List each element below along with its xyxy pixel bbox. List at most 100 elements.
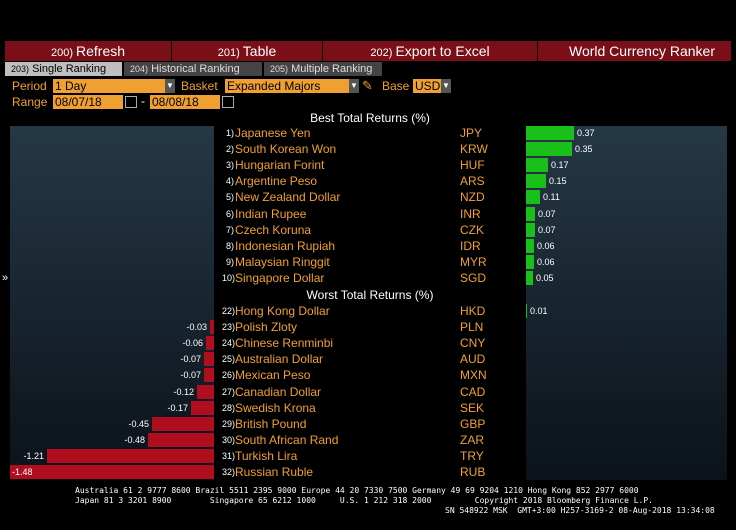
positive-return-bar: [526, 158, 548, 172]
positive-bar-panel: [526, 126, 727, 480]
return-value-label: -0.45: [128, 419, 149, 429]
return-value-label: 0.37: [577, 128, 595, 138]
basket-dropdown-icon[interactable]: ▼: [349, 79, 359, 93]
negative-return-bar: [204, 368, 214, 382]
return-value-label: -1.21: [23, 451, 44, 461]
table-button[interactable]: 201) Table: [172, 41, 322, 61]
rank-label: 9): [225, 257, 234, 267]
negative-return-bar: [191, 401, 214, 415]
rank-label: 23): [222, 322, 236, 332]
footer-session-info: SN 548922 MSK GMT+3:00 H257-3169-2 08-Au…: [445, 506, 715, 515]
tab-single-ranking[interactable]: 203) Single Ranking: [5, 62, 122, 76]
currency-row[interactable]: 8) Indonesian Rupiah IDR: [222, 238, 492, 254]
currency-name: South African Rand: [235, 433, 339, 447]
range-start-input[interactable]: 08/07/18: [53, 95, 123, 109]
rank-label: 7): [225, 225, 234, 235]
return-value-label: -0.48: [124, 435, 145, 445]
currency-name: Russian Ruble: [235, 465, 314, 479]
tab-historical-ranking[interactable]: 204) Historical Ranking: [124, 62, 262, 76]
currency-row[interactable]: 22) Hong Kong Dollar HKD: [222, 303, 492, 319]
currency-row[interactable]: 10) Singapore Dollar SGD: [222, 270, 492, 286]
basket-label: Basket: [181, 79, 218, 93]
return-value-label: 0.07: [538, 225, 556, 235]
return-value-label: -0.07: [180, 354, 201, 364]
best-returns-title: Best Total Returns (%): [310, 111, 430, 125]
return-value-label: 0.15: [549, 176, 567, 186]
period-select[interactable]: 1 Day: [53, 79, 165, 93]
scroll-arrow-icon[interactable]: »: [2, 272, 9, 284]
currency-row[interactable]: 29) British Pound GBP: [222, 416, 492, 432]
negative-return-bar: [10, 465, 214, 479]
currency-code: INR: [460, 207, 481, 221]
currency-name: Swedish Krona: [235, 401, 316, 415]
export-excel-button[interactable]: 202) Export to Excel: [323, 41, 537, 61]
currency-name: South Korean Won: [235, 142, 337, 156]
currency-name: Malaysian Ringgit: [235, 255, 330, 269]
currency-row[interactable]: 9) Malaysian Ringgit MYR: [222, 254, 492, 270]
currency-row[interactable]: 27) Canadian Dollar CAD: [222, 384, 492, 400]
currency-code: RUB: [460, 465, 486, 479]
pencil-icon[interactable]: ✎: [362, 78, 373, 93]
rank-label: 3): [225, 160, 234, 170]
currency-row[interactable]: 5) New Zealand Dollar NZD: [222, 189, 492, 205]
currency-name: Canadian Dollar: [235, 385, 322, 399]
rank-label: 5): [225, 192, 234, 202]
currency-row[interactable]: 3) Hungarian Forint HUF: [222, 157, 492, 173]
currency-row[interactable]: 1) Japanese Yen JPY: [222, 125, 492, 141]
currency-row[interactable]: 28) Swedish Krona SEK: [222, 400, 492, 416]
currency-row[interactable]: 26) Mexican Peso MXN: [222, 367, 492, 383]
negative-return-bar: [210, 320, 214, 334]
period-dropdown-icon[interactable]: ▼: [165, 79, 175, 93]
currency-row[interactable]: 30) South African Rand ZAR: [222, 432, 492, 448]
base-select[interactable]: USD: [413, 79, 441, 93]
refresh-label: Refresh: [76, 43, 126, 59]
currency-row[interactable]: 31) Turkish Lira TRY: [222, 448, 492, 464]
currency-name: Czech Koruna: [235, 223, 312, 237]
refresh-button[interactable]: 200) Refresh: [5, 41, 171, 61]
base-dropdown-icon[interactable]: ▼: [441, 79, 451, 93]
rank-label: 2): [225, 144, 234, 154]
currency-row[interactable]: 4) Argentine Peso ARS: [222, 173, 492, 189]
return-value-label: 0.06: [537, 257, 555, 267]
currency-code: ARS: [460, 174, 485, 188]
rank-label: 26): [222, 370, 236, 380]
range-separator: -: [141, 94, 145, 108]
currency-code: HKD: [460, 304, 486, 318]
positive-return-bar: [526, 190, 540, 204]
currency-row[interactable]: 32) Russian Ruble RUB: [222, 464, 492, 480]
currency-row[interactable]: 25) Australian Dollar AUD: [222, 351, 492, 367]
tab-multiple-ranking[interactable]: 205) Multiple Ranking: [264, 62, 382, 76]
rank-label: 1): [225, 128, 234, 138]
currency-row[interactable]: 23) Polish Zloty PLN: [222, 319, 492, 335]
currency-code: MYR: [460, 255, 487, 269]
app-title: World Currency Ranker: [538, 41, 731, 61]
currency-name: Hungarian Forint: [235, 158, 325, 172]
currency-name: Japanese Yen: [235, 126, 311, 140]
rank-label: 24): [222, 338, 236, 348]
positive-return-bar: [526, 271, 533, 285]
negative-return-bar: [148, 433, 214, 447]
basket-select[interactable]: Expanded Majors: [225, 79, 349, 93]
refresh-shortcut: 200): [50, 47, 73, 59]
currency-row[interactable]: 6) Indian Rupee INR: [222, 206, 492, 222]
positive-return-bar: [526, 174, 546, 188]
rank-label: 6): [225, 209, 234, 219]
range-end-input[interactable]: 08/08/18: [150, 95, 220, 109]
calendar-icon[interactable]: [222, 96, 234, 108]
base-label: Base: [382, 79, 410, 93]
currency-row[interactable]: 2) South Korean Won KRW: [222, 141, 492, 157]
currency-row[interactable]: 24) Chinese Renminbi CNY: [222, 335, 492, 351]
rank-label: 4): [225, 176, 234, 186]
currency-code: TRY: [460, 449, 484, 463]
footer-contacts-line1: Australia 61 2 9777 8600 Brazil 5511 239…: [75, 486, 639, 495]
currency-name: Australian Dollar: [235, 352, 324, 366]
tab-label: Single Ranking: [32, 63, 107, 75]
currency-row[interactable]: 7) Czech Koruna CZK: [222, 222, 492, 238]
currency-code: MXN: [460, 368, 487, 382]
negative-return-bar: [47, 449, 214, 463]
calendar-icon[interactable]: [125, 96, 137, 108]
rank-label: 29): [222, 419, 236, 429]
positive-return-bar: [526, 304, 527, 318]
currency-name: Singapore Dollar: [235, 271, 325, 285]
negative-return-bar: [197, 385, 214, 399]
